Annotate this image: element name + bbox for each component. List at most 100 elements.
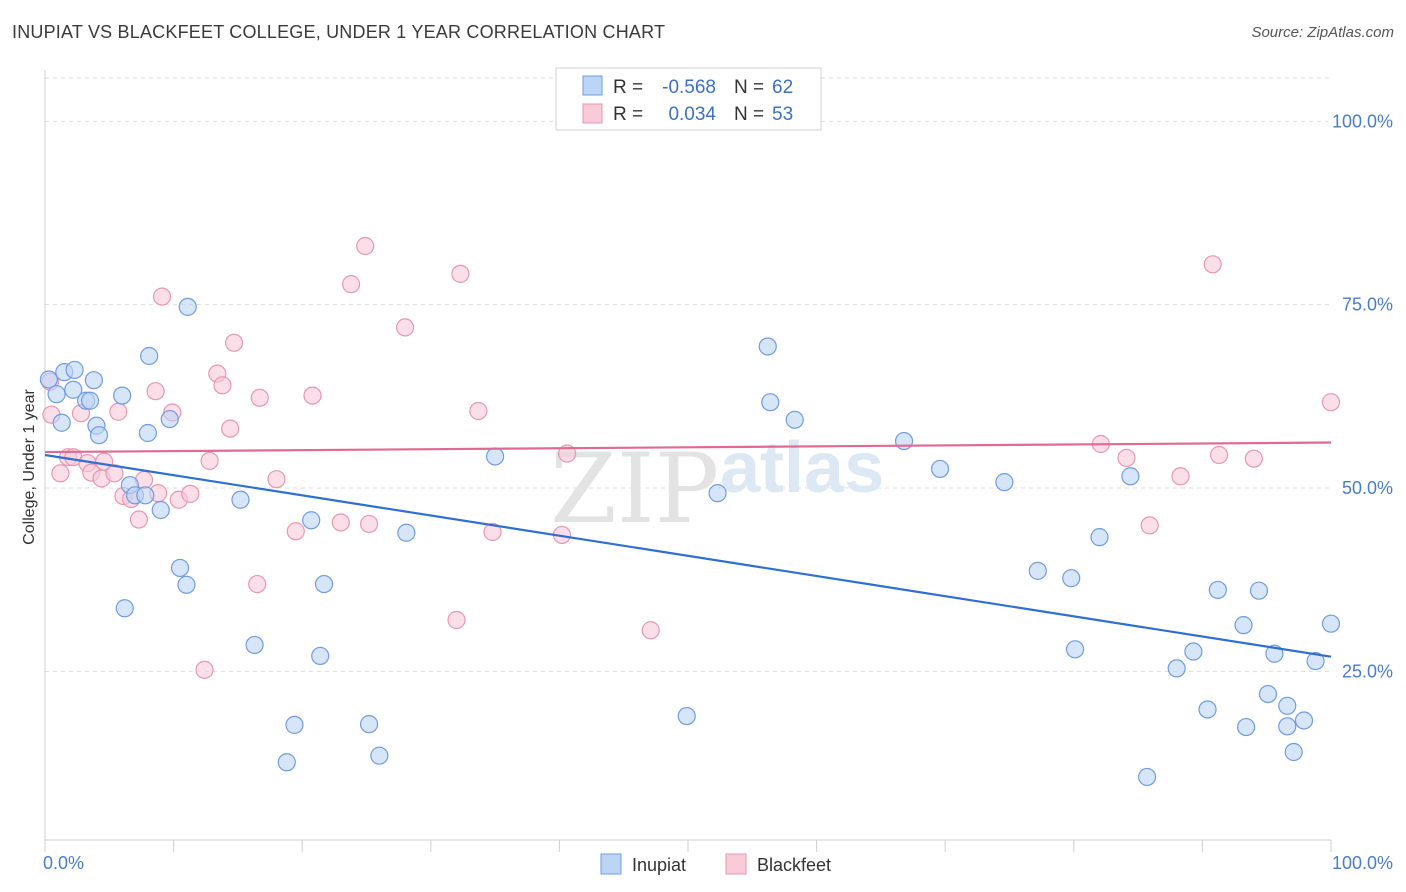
legend-swatch-blackfeet bbox=[582, 103, 603, 124]
blackfeet-point-47 bbox=[1140, 516, 1159, 535]
inupiat-point-43 bbox=[1062, 569, 1081, 588]
inupiat-point-62 bbox=[1321, 614, 1341, 633]
inupiat-point-8 bbox=[84, 371, 103, 390]
inupiat-point-53 bbox=[1237, 717, 1256, 737]
inupiat-point-17 bbox=[140, 346, 159, 366]
inupiat-point-48 bbox=[1167, 659, 1186, 678]
inupiat-point-41 bbox=[995, 473, 1014, 492]
inupiat-point-61 bbox=[1306, 651, 1325, 671]
inupiat-point-20 bbox=[170, 558, 190, 578]
inupiat-point-1 bbox=[47, 385, 66, 404]
series-legend: Inupiat Blackfeet bbox=[600, 853, 831, 875]
blackfeet-point-11 bbox=[109, 402, 128, 421]
legend-r-label-inupiat: R = bbox=[613, 77, 648, 98]
inupiat-point-26 bbox=[285, 715, 304, 734]
blackfeet-point-41 bbox=[483, 522, 502, 542]
inupiat-point-0 bbox=[39, 370, 58, 389]
legend-n-value-blackfeet: 53 bbox=[772, 104, 793, 125]
inupiat-point-38 bbox=[785, 410, 804, 429]
blackfeet-point-37 bbox=[395, 318, 415, 337]
inupiat-point-4 bbox=[64, 380, 83, 399]
blackfeet-point-30 bbox=[267, 470, 286, 489]
inupiat-point-57 bbox=[1278, 696, 1297, 715]
inupiat-point-28 bbox=[311, 646, 330, 666]
inupiat-point-29 bbox=[314, 574, 334, 594]
inupiat-point-21 bbox=[177, 575, 196, 594]
correlation-legend: R = -0.568 N = 62 R = 0.034 N = 53 bbox=[555, 67, 822, 131]
blackfeet-point-23 bbox=[200, 451, 219, 470]
inupiat-point-60 bbox=[1294, 711, 1314, 730]
blackfeet-point-22 bbox=[195, 660, 214, 679]
y-tick-label-0: 25.0% bbox=[1342, 661, 1393, 681]
blackfeet-point-50 bbox=[1210, 445, 1229, 465]
inupiat-point-52 bbox=[1234, 616, 1253, 635]
inupiat-point-51 bbox=[1208, 580, 1227, 600]
x-tick-label-min: 0.0% bbox=[43, 853, 84, 873]
watermark-zip: ZIP bbox=[550, 433, 719, 545]
inupiat-point-47 bbox=[1138, 767, 1157, 787]
inupiat-point-15 bbox=[136, 486, 155, 505]
blackfeet-point-28 bbox=[248, 574, 267, 594]
blackfeet-point-16 bbox=[146, 382, 165, 401]
inupiat-point-34 bbox=[677, 706, 696, 726]
blackfeet-point-39 bbox=[451, 264, 470, 283]
inupiat-point-35 bbox=[708, 484, 727, 503]
blackfeet-point-29 bbox=[250, 388, 269, 407]
source-label: Source: ZipAtlas.com bbox=[1251, 24, 1394, 41]
inupiat-point-37 bbox=[761, 393, 780, 412]
legend-r-label-blackfeet: R = bbox=[613, 104, 648, 125]
blackfeet-point-34 bbox=[341, 275, 361, 294]
inupiat-point-19 bbox=[160, 409, 179, 429]
y-tick-label-3: 100.0% bbox=[1332, 111, 1393, 131]
blackfeet-point-2 bbox=[51, 464, 70, 483]
blackfeet-trend-line bbox=[44, 441, 1332, 454]
inupiat-point-10 bbox=[89, 426, 109, 445]
blackfeet-point-52 bbox=[1321, 393, 1341, 412]
inupiat-point-45 bbox=[1090, 528, 1109, 547]
inupiat-trend-line bbox=[44, 453, 1332, 658]
bottom-legend-swatch-inupiat bbox=[600, 853, 622, 875]
blackfeet-point-26 bbox=[221, 419, 240, 438]
y-tick-label-2: 75.0% bbox=[1342, 295, 1393, 315]
inupiat-point-32 bbox=[397, 523, 416, 542]
blackfeet-point-21 bbox=[181, 484, 200, 503]
inupiat-point-7 bbox=[80, 391, 100, 410]
legend-r-value-inupiat: -0.568 bbox=[662, 77, 716, 98]
inupiat-point-11 bbox=[113, 386, 132, 405]
y-tick-label-1: 50.0% bbox=[1342, 478, 1393, 498]
bottom-legend-label-inupiat: Inupiat bbox=[632, 855, 686, 875]
inupiat-point-18 bbox=[151, 500, 170, 520]
legend-n-label-blackfeet: N = bbox=[734, 104, 769, 125]
inupiat-point-58 bbox=[1278, 717, 1297, 736]
inupiat-point-27 bbox=[302, 511, 321, 530]
inupiat-point-33 bbox=[486, 447, 505, 466]
inupiat-points bbox=[39, 297, 1341, 787]
blackfeet-point-18 bbox=[152, 287, 172, 306]
blackfeet-point-36 bbox=[359, 514, 379, 534]
inupiat-point-54 bbox=[1249, 581, 1269, 600]
x-tick-label-max: 100.0% bbox=[1332, 853, 1393, 873]
inupiat-point-25 bbox=[277, 753, 296, 772]
inupiat-point-3 bbox=[52, 413, 71, 432]
blackfeet-point-49 bbox=[1203, 255, 1222, 274]
y-tick-labels: 25.0% 50.0% 75.0% 100.0% bbox=[1332, 111, 1393, 681]
inupiat-point-50 bbox=[1198, 700, 1217, 719]
blackfeet-point-51 bbox=[1244, 449, 1263, 468]
inupiat-point-16 bbox=[138, 423, 157, 443]
inupiat-point-46 bbox=[1121, 467, 1140, 486]
y-axis-title: College, Under 1 year bbox=[21, 389, 38, 545]
inupiat-point-30 bbox=[359, 715, 379, 734]
inupiat-point-22 bbox=[178, 297, 197, 316]
inupiat-point-5 bbox=[65, 360, 84, 380]
inupiat-point-44 bbox=[1065, 640, 1085, 659]
chart-title: INUPIAT VS BLACKFEET COLLEGE, UNDER 1 YE… bbox=[12, 22, 666, 42]
bottom-legend-swatch-blackfeet bbox=[725, 853, 747, 875]
blackfeet-point-38 bbox=[447, 610, 466, 630]
blackfeet-point-32 bbox=[303, 386, 322, 405]
blackfeet-point-46 bbox=[1117, 448, 1136, 468]
inupiat-point-49 bbox=[1184, 642, 1203, 661]
inupiat-point-12 bbox=[115, 599, 134, 618]
blackfeet-point-35 bbox=[356, 236, 375, 256]
watermark-atlas: atlas bbox=[720, 428, 884, 508]
